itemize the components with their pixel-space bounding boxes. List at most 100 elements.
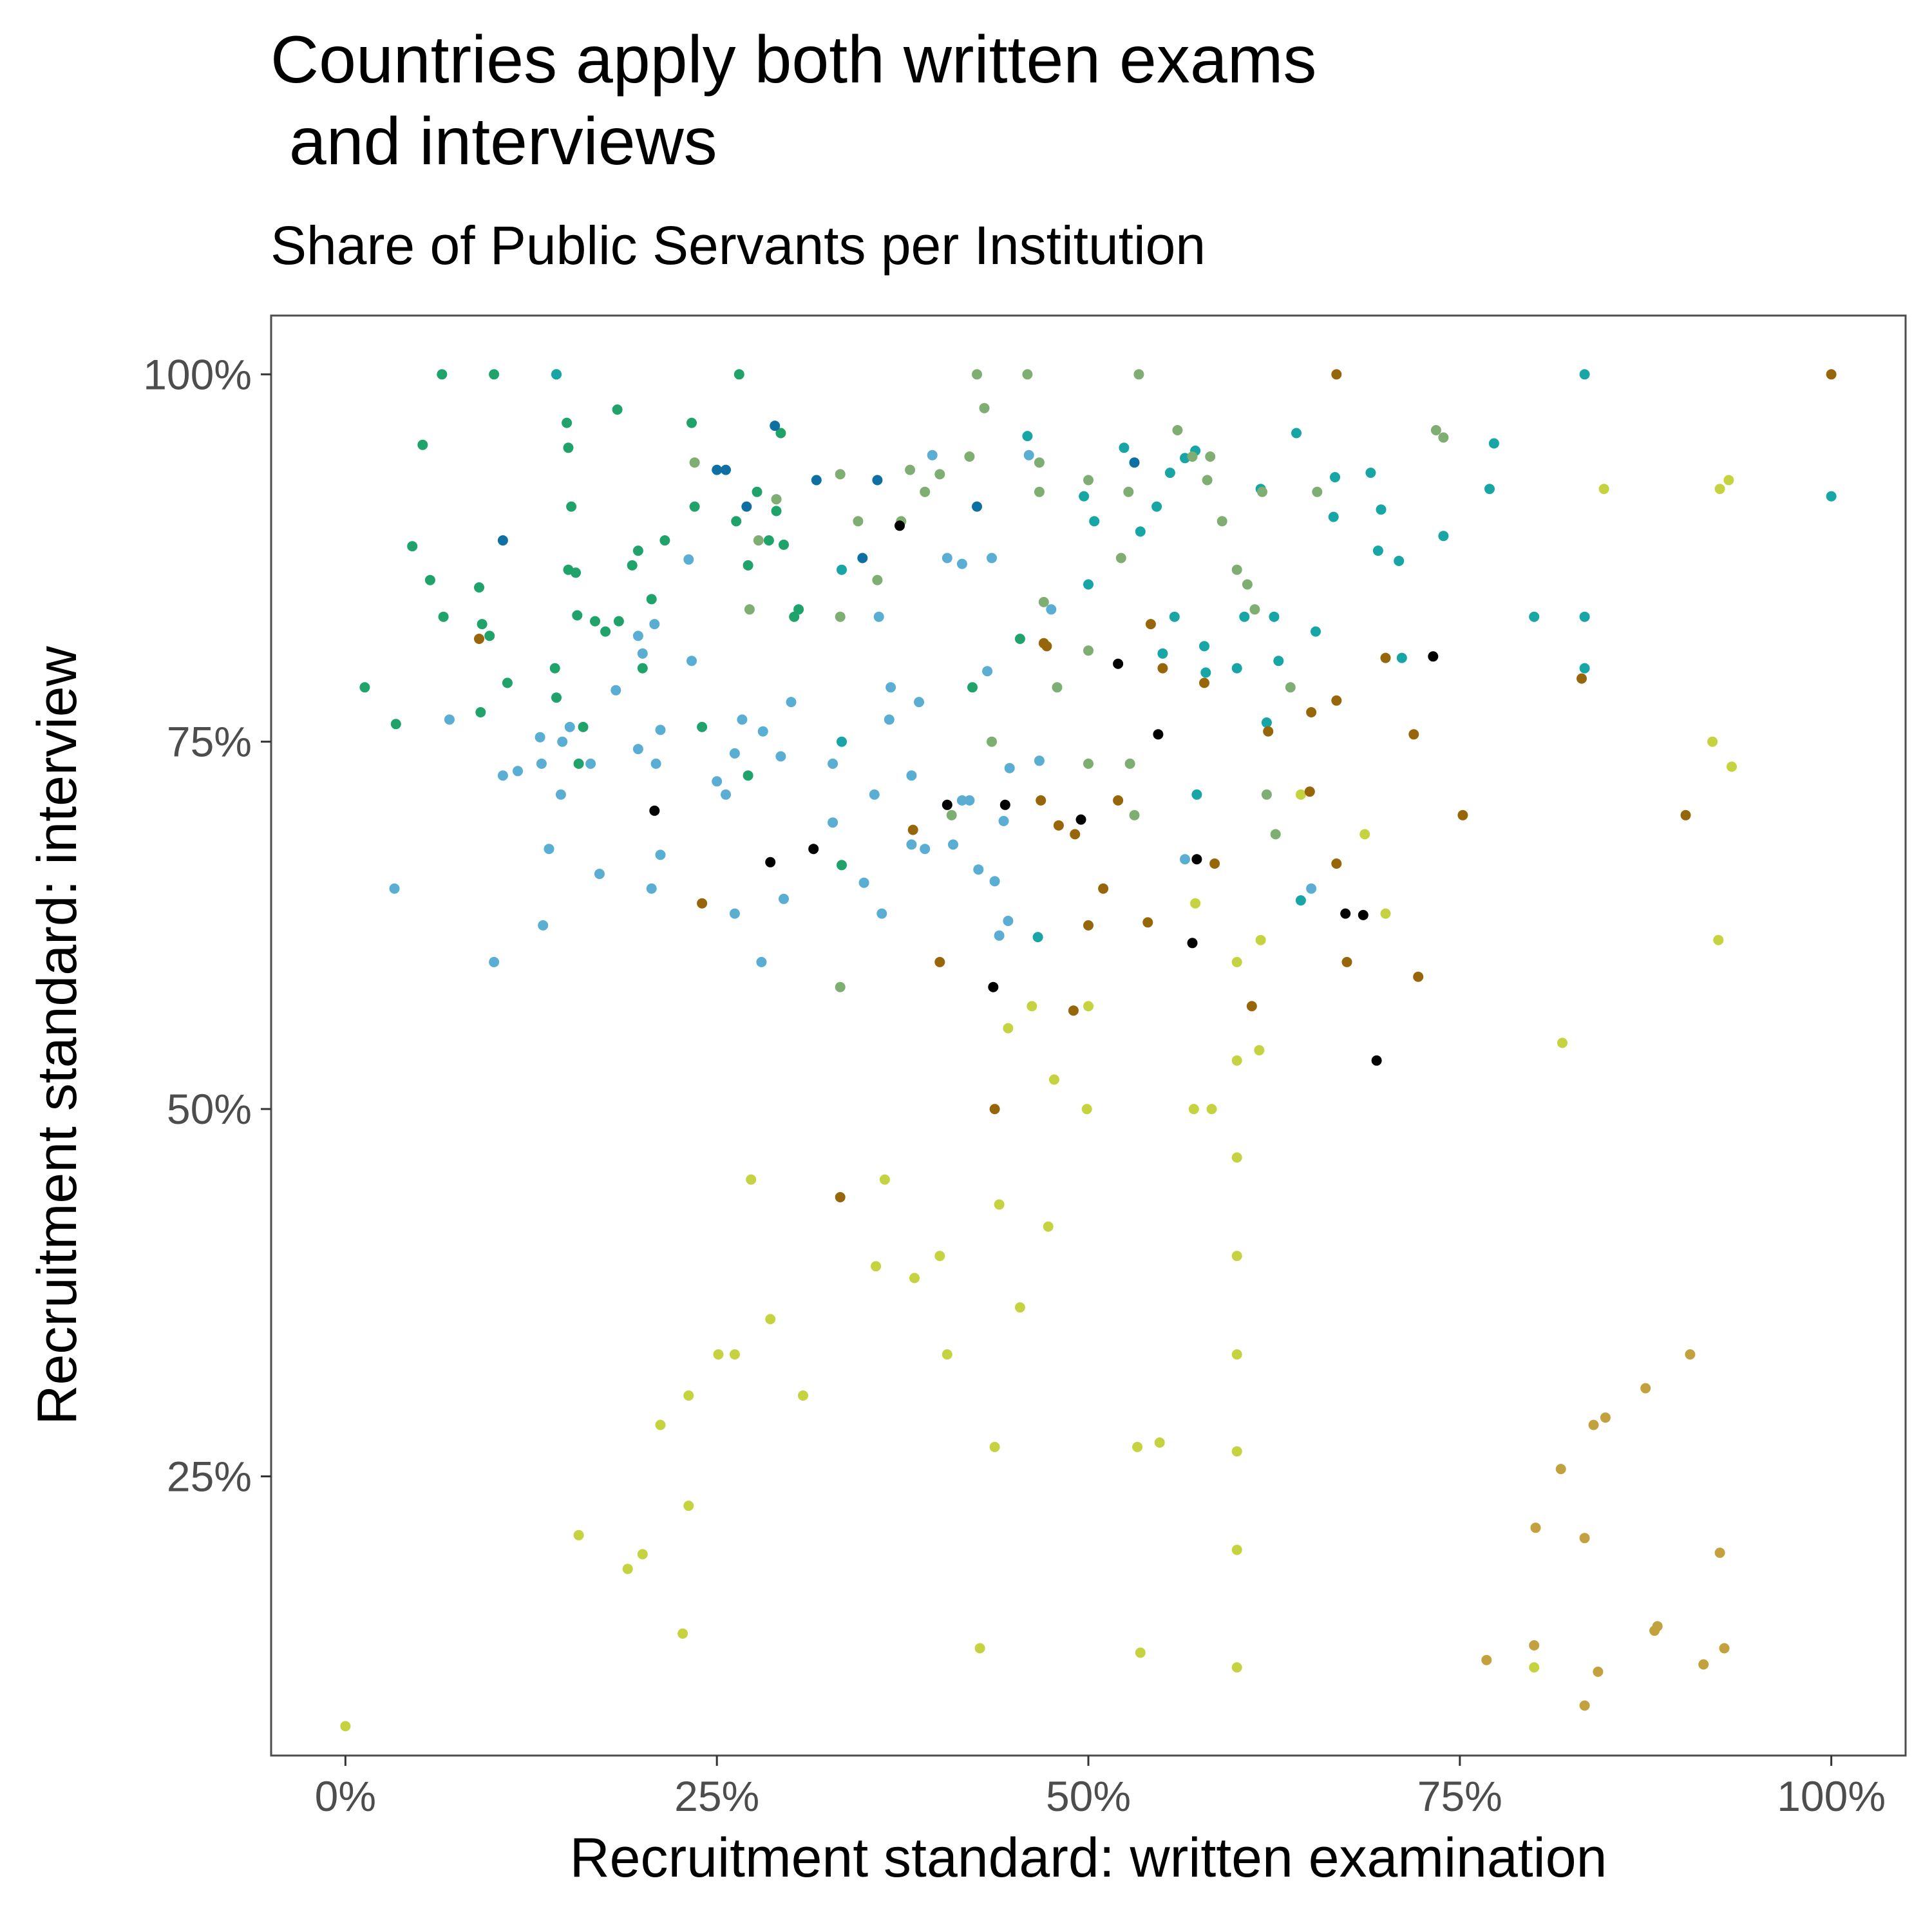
data-point [1188,1104,1199,1115]
data-point [744,604,755,615]
data-point [1428,651,1439,662]
data-point [1231,564,1242,575]
data-point [1408,729,1419,740]
data-point [536,758,547,769]
data-point [879,1174,890,1185]
data-point [808,844,819,855]
data-point [1826,491,1837,502]
data-point [497,535,508,546]
data-point [622,1564,633,1575]
data-point [655,849,666,860]
data-point [655,724,666,735]
data-point [779,893,789,904]
data-point [551,369,562,380]
data-point [1488,438,1499,449]
data-point [1341,956,1352,967]
data-point [835,611,846,622]
data-point [765,857,776,867]
data-point [1202,475,1213,486]
data-point [989,876,1000,887]
data-point [612,404,623,415]
chart-title-line-2: and interviews [270,104,717,179]
data-point [1113,658,1124,669]
data-point [729,908,740,919]
data-point [1151,501,1162,512]
data-point [1123,486,1134,497]
data-point [1119,442,1130,453]
data-point [858,877,869,888]
data-point [489,369,500,380]
data-point [1003,1023,1014,1034]
data-point [632,545,643,556]
data-point [756,956,767,967]
data-point [972,501,982,512]
data-point [786,697,797,708]
data-point [1714,1548,1725,1558]
data-point [1330,472,1340,482]
data-point [1164,468,1175,478]
data-point [1098,883,1109,894]
data-point [1707,736,1718,747]
data-point [1231,1662,1242,1673]
data-point [1380,908,1391,919]
data-point [1588,1419,1599,1430]
data-point [1438,531,1449,542]
x-tick-label: 100% [1777,1772,1886,1820]
data-point [934,956,945,967]
data-point [729,1349,740,1360]
data-point [871,1261,882,1272]
data-point [974,1643,985,1654]
data-point [1579,663,1590,674]
data-point [1579,369,1590,380]
data-point [1713,934,1724,945]
data-point [1083,758,1094,769]
data-point [563,442,574,453]
data-point [474,634,484,644]
data-point [697,721,708,732]
x-tick-label: 25% [674,1772,759,1820]
data-point [775,428,786,439]
data-point [1083,1001,1094,1012]
data-point [1133,369,1144,380]
data-point [1358,909,1368,920]
data-point [590,616,600,627]
data-point [920,844,931,855]
data-point [1530,1522,1541,1533]
y-tick-label: 100% [143,350,252,398]
data-point [1263,726,1274,737]
data-point [1593,1666,1604,1677]
x-tick-label: 50% [1046,1772,1131,1820]
y-tick-label: 50% [167,1085,252,1133]
data-point [1022,431,1033,442]
data-point [687,656,697,667]
chart-subtitle: Share of Public Servants per Institution [270,215,1206,276]
data-point [743,770,753,781]
data-point [988,981,999,992]
data-point [946,810,957,820]
data-point [535,732,545,743]
data-point [779,539,789,550]
data-point [655,1419,666,1430]
data-point [948,839,958,850]
data-point [982,666,993,677]
data-point [1154,1437,1165,1448]
data-point [649,805,660,816]
data-point [1231,1251,1242,1262]
data-point [1113,795,1124,806]
data-point [967,682,978,693]
data-point [1239,611,1250,622]
data-point [1048,1074,1059,1085]
data-point [835,981,846,992]
data-point [798,1390,808,1401]
data-point [942,553,952,564]
data-point [571,567,581,578]
data-point [1257,486,1267,497]
data-point [1306,883,1317,894]
data-point [424,574,435,585]
data-point [1306,707,1317,717]
data-point [564,721,575,732]
data-point [914,697,924,708]
data-point [1826,369,1837,380]
x-axis: 0% 25% 50% 75% 100% [315,1756,1886,1820]
data-point [1579,611,1590,622]
